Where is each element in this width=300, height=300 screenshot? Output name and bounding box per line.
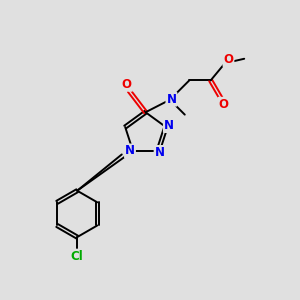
Text: O: O xyxy=(218,98,228,111)
Text: O: O xyxy=(224,53,233,66)
Text: N: N xyxy=(125,145,135,158)
Text: N: N xyxy=(154,146,165,159)
Text: O: O xyxy=(122,78,132,91)
Text: Cl: Cl xyxy=(71,250,84,262)
Text: N: N xyxy=(167,93,176,106)
Text: N: N xyxy=(164,119,174,132)
